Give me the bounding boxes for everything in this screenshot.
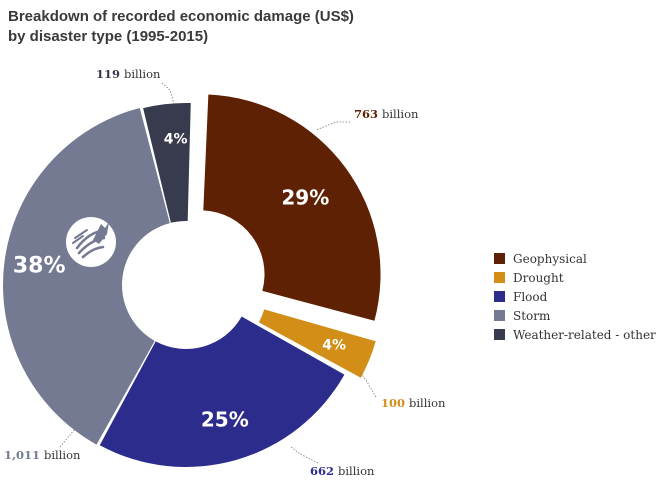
slice-percent-weather-related-other: 4% — [164, 131, 188, 147]
legend-swatch — [494, 272, 505, 283]
legend-label: Weather-related - other — [513, 328, 656, 342]
callout-flood: 662 billion — [310, 464, 375, 478]
legend-item-drought: Drought — [494, 271, 564, 285]
donut-slices — [3, 94, 381, 467]
legend-label: Flood — [513, 290, 548, 304]
legend-swatch — [494, 329, 505, 340]
slice-percent-flood: 25% — [201, 408, 249, 432]
legend-item-geophysical: Geophysical — [494, 252, 587, 266]
callout-storm: 1,011 billion — [4, 448, 81, 462]
slice-flood — [99, 316, 345, 467]
leader-line-storm — [59, 417, 83, 448]
legend-label: Geophysical — [513, 252, 587, 266]
legend-item-weather-related-other: Weather-related - other — [494, 328, 656, 342]
legend-swatch — [494, 253, 505, 264]
slice-percent-drought: 4% — [322, 338, 346, 354]
callout-geophysical: 763 billion — [354, 107, 419, 121]
storm-icon — [66, 217, 116, 267]
leader-line-drought — [359, 371, 377, 398]
legend: Geophysical Drought Flood Storm Weather-rela… — [494, 252, 656, 342]
legend-label: Drought — [513, 271, 564, 285]
chart-title-line-1: Breakdown of recorded economic damage (U… — [8, 8, 354, 25]
leader-line-weather-related-other — [161, 82, 175, 105]
slice-percent-storm: 38% — [13, 254, 66, 279]
legend-swatch — [494, 310, 505, 321]
leader-line-flood — [289, 445, 319, 464]
legend-label: Storm — [513, 309, 551, 323]
slice-percent-labels: 29% 4% 25% 38% 4% — [13, 131, 346, 431]
callout-weather-related-other: 119 billion — [96, 67, 161, 81]
legend-item-storm: Storm — [494, 309, 551, 323]
chart-title-line-2: by disaster type (1995-2015) — [8, 28, 208, 45]
callout-drought: 100 billion — [381, 396, 446, 410]
slice-storm — [3, 107, 170, 445]
slice-geophysical — [203, 94, 381, 321]
slice-percent-geophysical: 29% — [281, 185, 329, 209]
legend-swatch — [494, 291, 505, 302]
value-callouts: 763 billion 100 billion 662 billion 1,011 billi… — [4, 67, 446, 478]
legend-item-flood: Flood — [494, 290, 548, 304]
slice-drought — [258, 309, 376, 378]
storm-gust-lines — [72, 229, 88, 244]
leader-line-geophysical — [315, 121, 350, 131]
slice-weather-related-other — [143, 103, 191, 223]
storm-tree-shape — [93, 222, 109, 244]
